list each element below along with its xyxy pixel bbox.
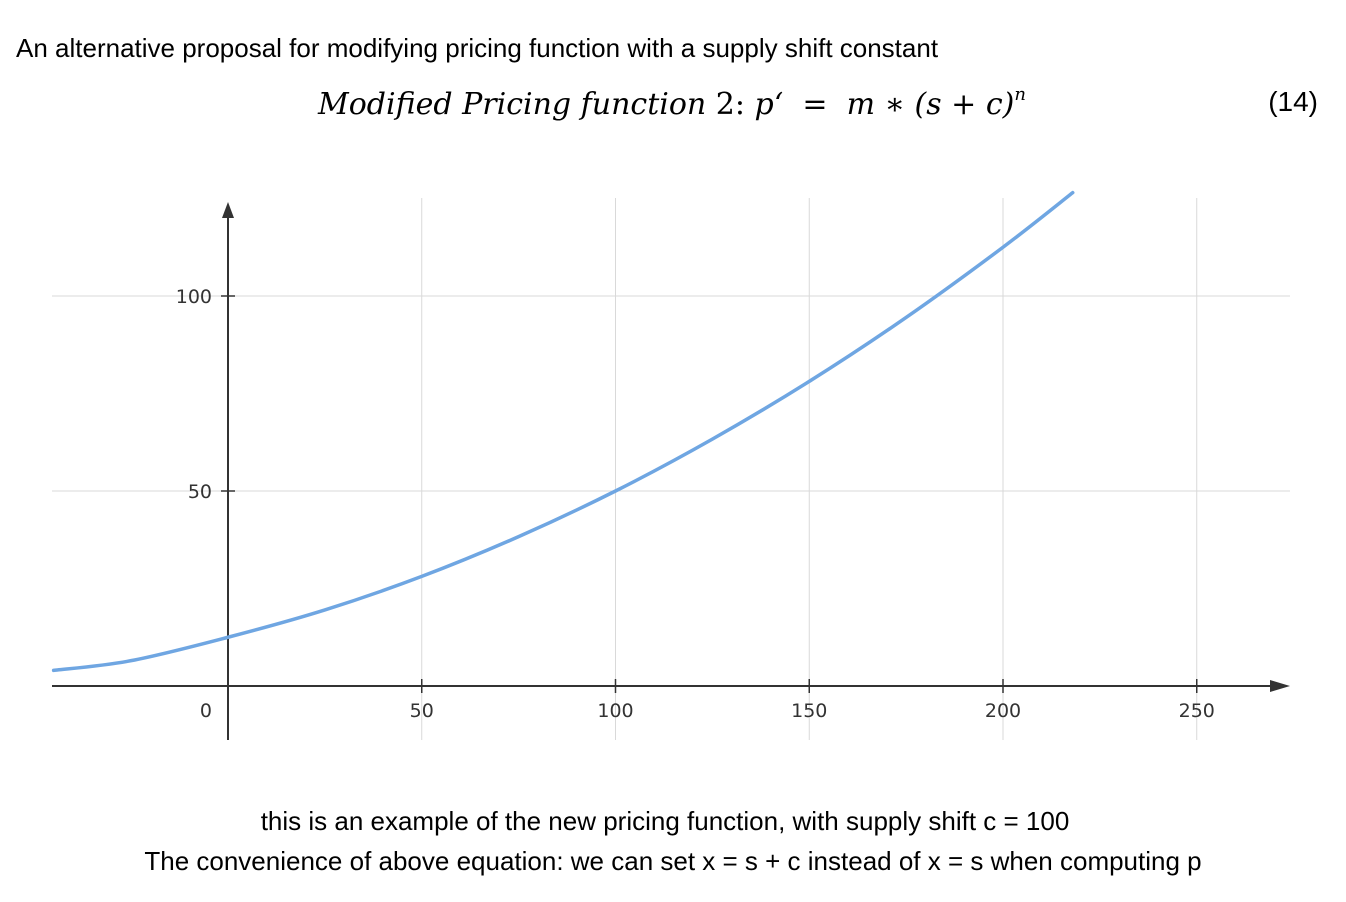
grid bbox=[52, 198, 1290, 740]
y-tick-label-50: 50 bbox=[188, 481, 212, 503]
curve-layer bbox=[51, 190, 1075, 673]
x-tick-label-150: 150 bbox=[791, 700, 827, 722]
pricing-equation: Modified Pricing function 2: p‘ = m ∗ (s… bbox=[318, 84, 1026, 122]
equation-tag: (14) bbox=[1268, 86, 1318, 117]
equation-colon: : bbox=[734, 87, 745, 122]
equation-rhs: m ∗ (s + c) bbox=[846, 87, 1015, 122]
caption-convenience: The convenience of above equation: we ca… bbox=[144, 846, 1202, 876]
equation-lhs: Modified Pricing function bbox=[318, 87, 707, 122]
x-axis-arrow bbox=[1270, 680, 1290, 692]
x-tick-label-100: 100 bbox=[597, 700, 633, 722]
y-axis-arrow bbox=[222, 202, 234, 218]
equation-number-label: 2 bbox=[715, 87, 735, 122]
axes bbox=[52, 202, 1290, 740]
equation-exponent: n bbox=[1014, 84, 1026, 105]
x-tick-label-250: 250 bbox=[1179, 700, 1215, 722]
series-line-0 bbox=[51, 190, 1075, 673]
heading: An alternative proposal for modifying pr… bbox=[16, 33, 939, 63]
origin-label: 0 bbox=[200, 700, 212, 722]
x-tick-label-50: 50 bbox=[410, 700, 434, 722]
y-tick-label-100: 100 bbox=[176, 286, 212, 308]
caption-example: this is an example of the new pricing fu… bbox=[260, 806, 1070, 836]
x-tick-label-200: 200 bbox=[985, 700, 1021, 722]
equation-p-prime: p‘ bbox=[754, 87, 784, 122]
equation-equals: = bbox=[802, 87, 828, 122]
pricing-chart: 50 100 150 200 250 50 100 0 bbox=[51, 190, 1290, 740]
tick-labels: 50 100 150 200 250 50 100 0 bbox=[176, 286, 1215, 722]
